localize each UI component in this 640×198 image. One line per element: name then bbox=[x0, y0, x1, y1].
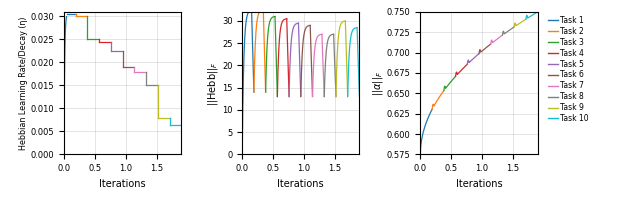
Legend: Task 1, Task 2, Task 3, Task 4, Task 5, Task 6, Task 7, Task 8, Task 9, Task 10: Task 1, Task 2, Task 3, Task 4, Task 5, … bbox=[545, 13, 592, 126]
X-axis label: Iterations: Iterations bbox=[278, 179, 324, 189]
X-axis label: Iterations: Iterations bbox=[99, 179, 146, 189]
Y-axis label: ||Hebb||$_F$: ||Hebb||$_F$ bbox=[207, 61, 220, 106]
Y-axis label: Hebbian Learning Rate/Decay (η): Hebbian Learning Rate/Decay (η) bbox=[19, 16, 28, 150]
X-axis label: Iterations: Iterations bbox=[456, 179, 502, 189]
Y-axis label: ||$\alpha$||$_F$: ||$\alpha$||$_F$ bbox=[371, 70, 385, 96]
